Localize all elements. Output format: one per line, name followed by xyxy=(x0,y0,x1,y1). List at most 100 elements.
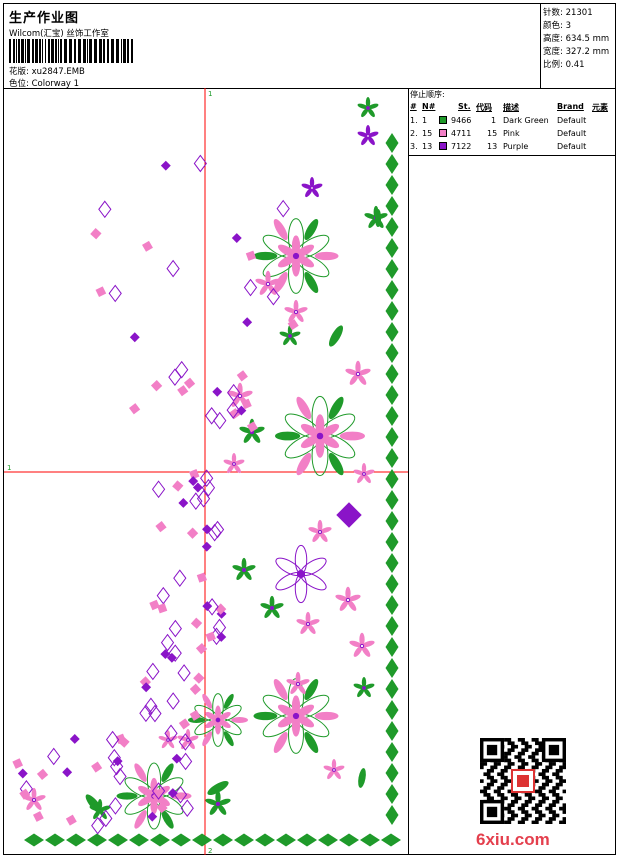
border-diamond xyxy=(66,833,86,847)
col-header-index: # xyxy=(410,102,417,111)
flower-motif xyxy=(284,299,308,322)
colorway-row: 色位: Colorway 1 xyxy=(9,77,79,89)
square-motif xyxy=(129,332,140,343)
diamond-motif xyxy=(168,368,182,386)
leaf-motif xyxy=(202,693,213,709)
flower-motif xyxy=(323,759,345,780)
border-diamond xyxy=(385,343,399,363)
square-motif xyxy=(141,682,152,693)
flower-motif xyxy=(296,611,320,634)
diamond-motif xyxy=(177,664,191,682)
watermark-site: 6xiu.com xyxy=(476,830,550,849)
border-diamond xyxy=(385,784,399,804)
square-motif xyxy=(19,788,31,800)
border-diamond xyxy=(385,658,399,678)
border-diamond xyxy=(385,469,399,489)
border-diamond xyxy=(108,833,128,847)
crosshair-label: 2 xyxy=(208,847,212,855)
stat-colors: 颜色: 3 xyxy=(543,21,571,31)
embroidery-design-preview: 1 1 2 xyxy=(4,88,408,855)
leaf-motif xyxy=(304,271,319,294)
leaf-motif xyxy=(304,218,319,241)
border-diamond xyxy=(129,833,149,847)
diamond-motif xyxy=(205,597,219,616)
leaf-motif xyxy=(314,251,339,261)
border-diamond xyxy=(150,833,170,847)
square-motif xyxy=(36,768,49,781)
diamond-motif xyxy=(180,799,194,818)
col-header-element: 元素 xyxy=(592,103,608,112)
diamond-motif xyxy=(196,489,211,508)
leaf-motif xyxy=(161,810,174,829)
leaf-motif xyxy=(116,792,138,800)
diamond-motif xyxy=(173,569,187,587)
square-motif xyxy=(33,811,44,822)
leaf-motif xyxy=(374,209,382,227)
square-motif xyxy=(178,718,191,730)
diamond-motif xyxy=(164,724,178,743)
leaf-motif xyxy=(273,271,288,294)
diamond-motif xyxy=(243,278,258,297)
border-diamond xyxy=(385,805,399,825)
stat-stitches: 针数: 21301 xyxy=(543,8,593,18)
flower-motif xyxy=(275,544,327,604)
border-diamond xyxy=(297,833,317,847)
diamond-motif xyxy=(166,692,180,710)
square-motif xyxy=(147,811,158,822)
square-motif xyxy=(246,421,258,433)
flower-motif xyxy=(223,453,245,474)
leaf-motif xyxy=(207,780,229,796)
col-header-desc: 描述 xyxy=(503,103,519,112)
leaf-motif xyxy=(223,731,234,747)
flower-motif xyxy=(353,463,375,484)
leaf-motif xyxy=(296,452,312,476)
flower-motif xyxy=(335,586,361,611)
square-motif xyxy=(195,642,208,655)
square-motif xyxy=(91,761,103,773)
border-diamond xyxy=(385,637,399,657)
diamond-motif xyxy=(213,411,227,430)
flower-motif xyxy=(277,235,315,277)
diamond-motif xyxy=(98,200,112,219)
border-diamond xyxy=(385,385,399,405)
square-motif xyxy=(157,603,168,614)
flower-motif xyxy=(308,519,332,542)
diamond-motif xyxy=(193,154,207,173)
border-diamond xyxy=(385,280,399,300)
square-motif xyxy=(178,498,189,508)
square-motif xyxy=(166,652,177,663)
square-motif xyxy=(236,405,247,416)
leaf-motif xyxy=(134,810,147,829)
diamond-motif xyxy=(168,619,182,638)
border-diamond xyxy=(381,833,401,847)
square-motif xyxy=(236,370,248,382)
border-diamond xyxy=(385,679,399,699)
border-diamond xyxy=(385,721,399,741)
square-motif xyxy=(189,683,202,695)
border-diamond xyxy=(24,833,44,847)
flower-motif xyxy=(349,632,375,657)
square-motif xyxy=(149,599,160,611)
diamond-motif xyxy=(168,644,182,663)
leaf-motif xyxy=(187,717,205,723)
leaf-motif xyxy=(304,731,319,754)
border-diamond xyxy=(385,301,399,321)
square-motif xyxy=(150,380,163,392)
company-name: Wilcom(汇宝) 丝饰工作室 xyxy=(9,29,109,39)
square-motif xyxy=(196,572,207,583)
diamond-motif xyxy=(151,480,166,499)
square-motif xyxy=(95,286,107,298)
stat-scale: 比例: 0.41 xyxy=(543,60,585,70)
leaf-motif xyxy=(304,678,319,701)
square-motif xyxy=(172,480,184,492)
crosshair-label: 1 xyxy=(7,464,11,472)
border-diamond xyxy=(234,833,254,847)
flower-motif xyxy=(232,557,256,580)
square-motif xyxy=(69,734,80,744)
border-diamond xyxy=(385,448,399,468)
square-motif xyxy=(183,377,196,389)
leaf-motif xyxy=(134,763,147,782)
leaf-motif xyxy=(328,396,344,420)
stat-height: 高度: 634.5 mm xyxy=(543,34,610,44)
square-motif xyxy=(62,767,73,778)
